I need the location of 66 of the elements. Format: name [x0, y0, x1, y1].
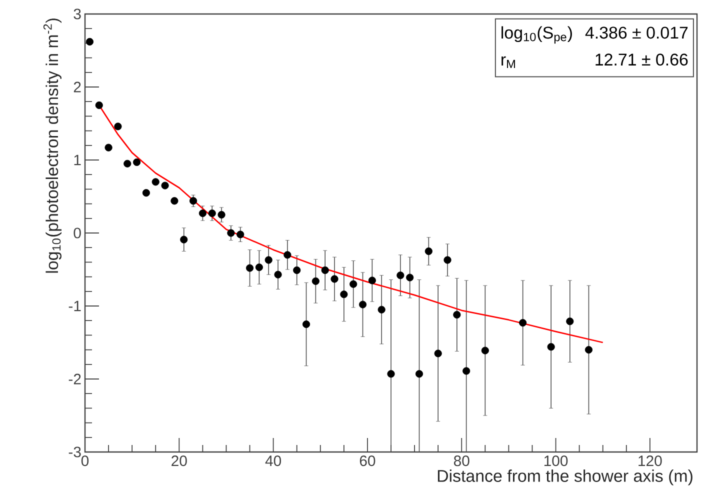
point: [198, 210, 206, 218]
point: [189, 197, 198, 205]
point: [302, 320, 310, 328]
point: [95, 101, 103, 110]
y-tick-label: -2: [68, 374, 81, 384]
point: [444, 256, 452, 264]
x-tick-label: 120: [638, 456, 662, 466]
x-tick-label: 60: [360, 456, 376, 466]
point: [330, 275, 338, 283]
point: [368, 276, 376, 284]
point: [218, 210, 226, 219]
point: [358, 300, 367, 308]
x-tick-label: 20: [172, 456, 187, 466]
point: [255, 264, 263, 272]
point: [462, 367, 470, 375]
y-tick-label: 3: [74, 8, 81, 20]
point: [584, 346, 593, 354]
point: [566, 318, 574, 326]
point: [321, 266, 329, 274]
point: [519, 319, 527, 327]
point: [86, 38, 94, 46]
point: [104, 144, 112, 152]
y-axis-title: log$_{10}$(photoelectron density in m$^{-2}$): [43, 18, 62, 273]
point: [453, 310, 461, 319]
y-tick-label: -3: [68, 446, 81, 458]
annotation: 12.71 ± 0.66: [596, 54, 688, 66]
x-tick-label: 100: [544, 456, 568, 466]
x-tick-label: 80: [454, 456, 470, 466]
y-tick-label: 1: [74, 154, 81, 166]
point: [378, 306, 386, 314]
point: [170, 197, 178, 205]
point: [481, 346, 489, 354]
point: [180, 236, 188, 244]
point: [274, 270, 282, 278]
point: [227, 229, 235, 237]
annotation: log$_{10}$(S$_{pe}$): [502, 26, 572, 44]
x-tick-label: 0: [81, 456, 89, 466]
point: [124, 160, 132, 168]
point: [340, 290, 348, 298]
point: [547, 343, 555, 351]
point: [284, 251, 292, 259]
point: [152, 178, 160, 186]
point: [396, 272, 404, 280]
point: [161, 182, 169, 190]
point: [406, 274, 414, 282]
x-axis-title: Distance from the shower axis (m): [438, 470, 692, 486]
point: [208, 210, 216, 218]
y-tick-label: -1: [68, 300, 81, 312]
point: [142, 189, 150, 197]
point: [415, 370, 424, 378]
y-tick-label: 2: [74, 82, 81, 92]
point: [434, 350, 442, 358]
point: [264, 256, 272, 264]
point: [246, 264, 254, 272]
point: [424, 247, 432, 256]
point: [312, 277, 320, 285]
point: [350, 280, 358, 288]
point: [133, 158, 141, 166]
y-tick-label: 0: [74, 228, 81, 238]
annotation: r$_{M}$: [502, 56, 515, 68]
point: [236, 230, 244, 238]
annotation: 4.386 ± 0.017: [585, 26, 688, 39]
point: [114, 122, 122, 130]
point: [293, 266, 301, 274]
point: [387, 370, 395, 378]
x-tick-label: 40: [265, 456, 282, 466]
